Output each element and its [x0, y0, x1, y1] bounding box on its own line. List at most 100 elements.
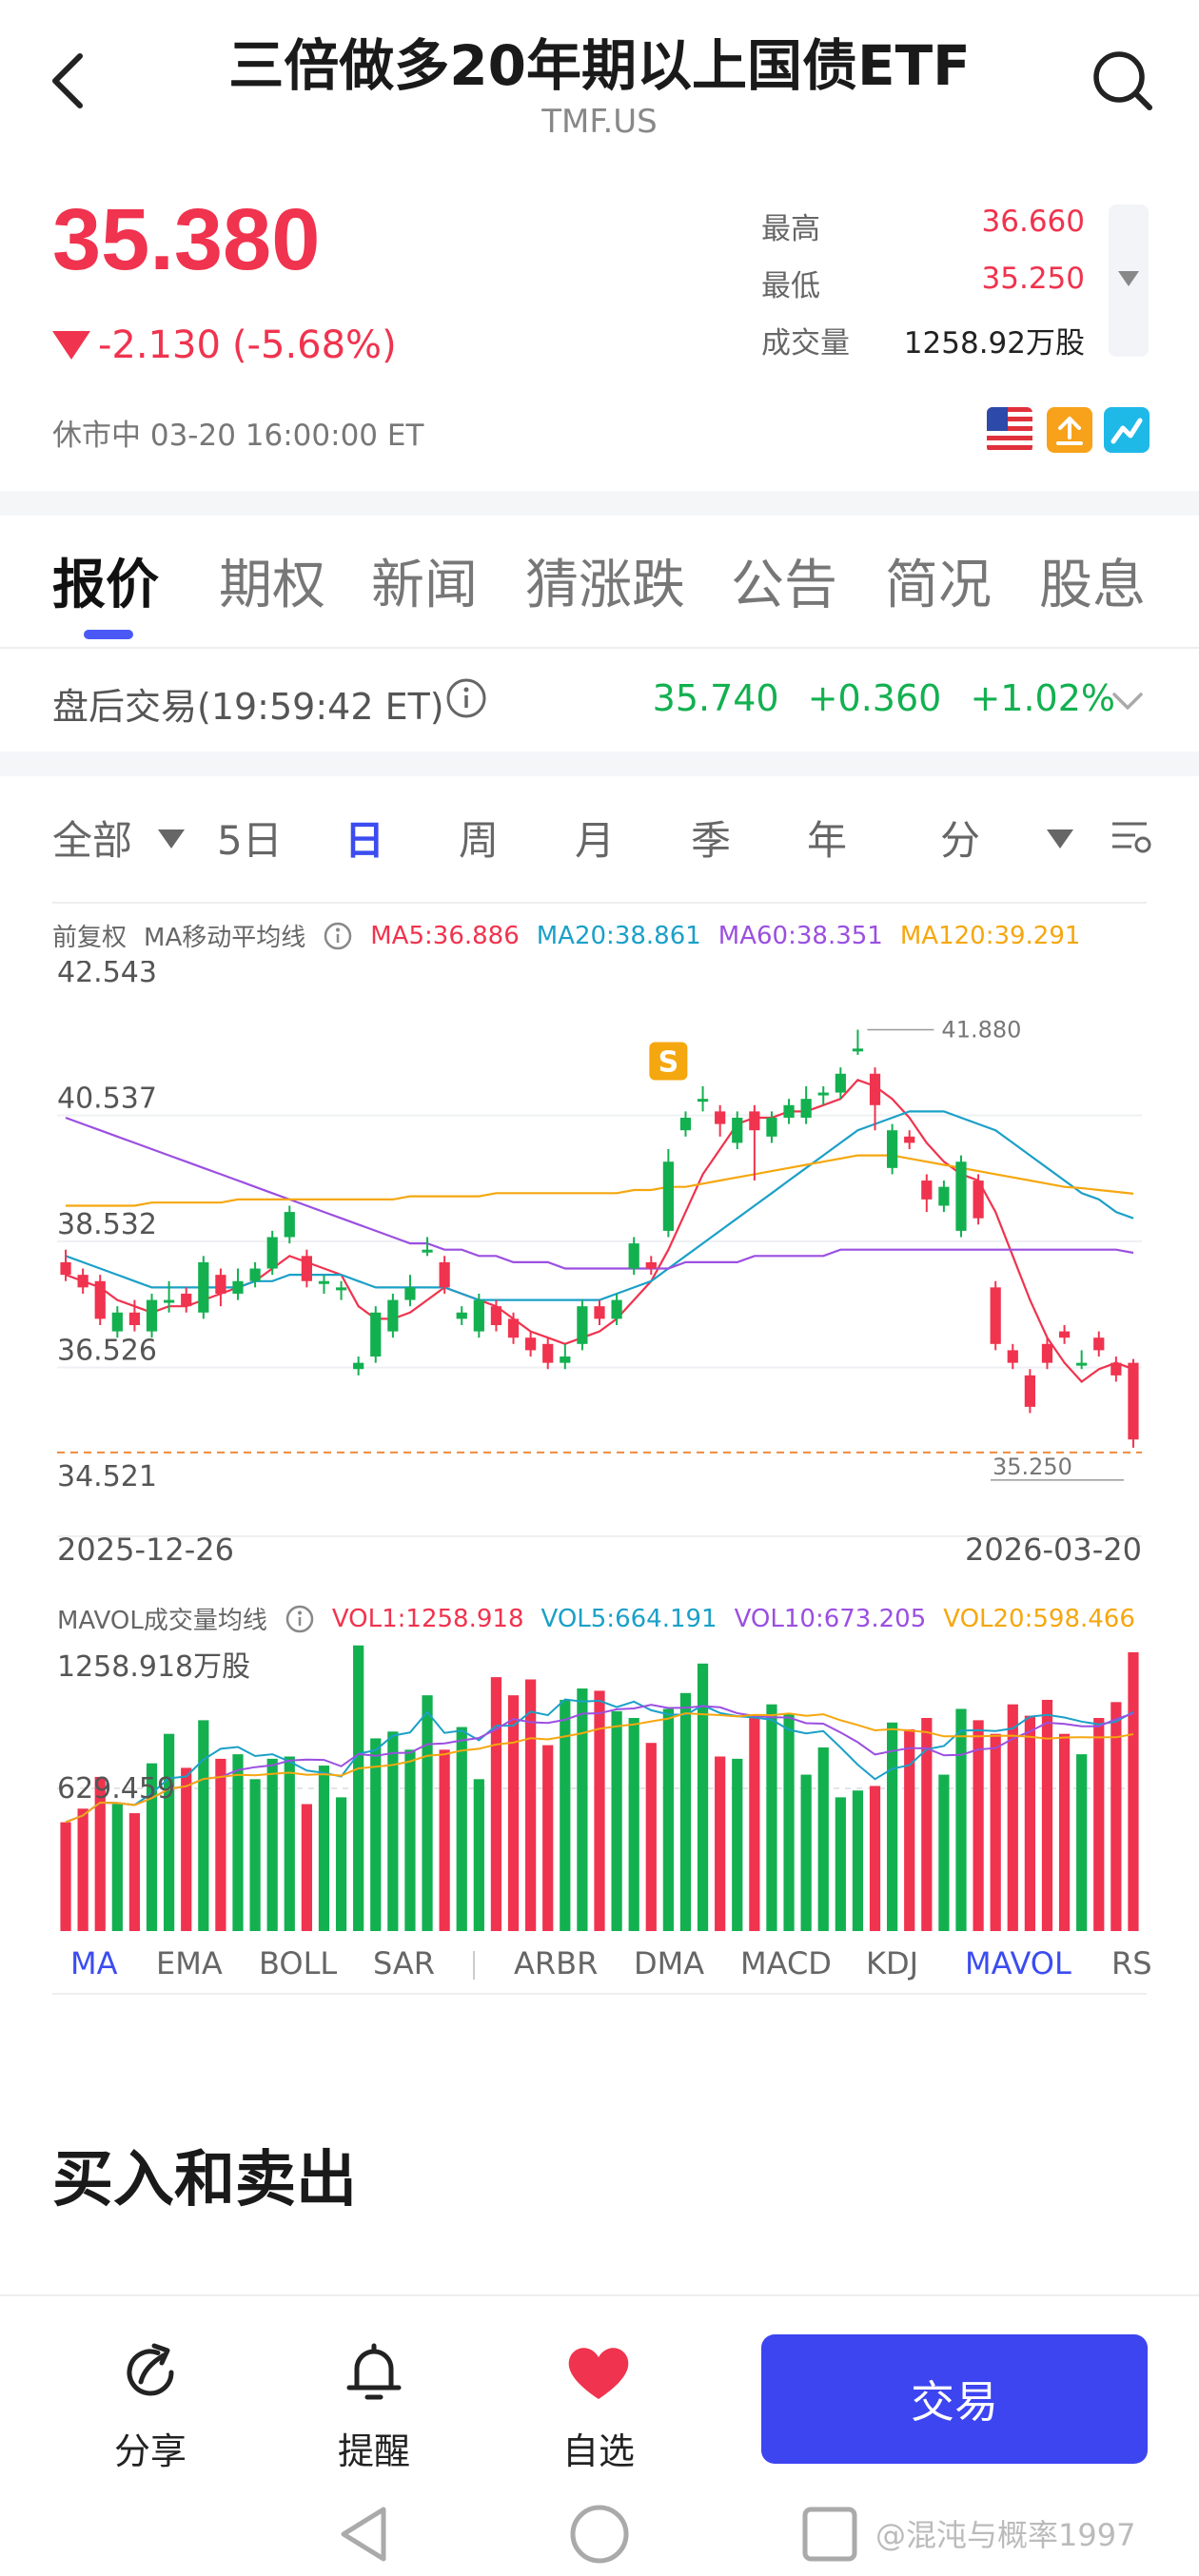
tab-news[interactable]: 新闻	[371, 555, 478, 616]
divider	[52, 1993, 1147, 1995]
after-hours-price: 35.740	[652, 677, 779, 719]
indicator-rs[interactable]: RS	[1111, 1945, 1152, 1981]
volume-bar	[387, 1731, 399, 1931]
stat-label: 最低	[761, 269, 820, 303]
x-axis-start-date: 2025-12-26	[57, 1532, 234, 1568]
after-hours-row[interactable]: 盘后交易(19:59:42 ET) 35.740 +0.360 +1.02%	[0, 666, 1199, 751]
vol10-value: VOL10:673.205	[734, 1604, 927, 1633]
ma-line-ma5	[65, 1079, 1134, 1383]
volume-bar	[164, 1733, 175, 1931]
candlestick-chart[interactable]: 42.543 40.537 38.532 36.526 34.521 41.880 35.2…	[0, 961, 1199, 1579]
upload-icon[interactable]	[1047, 407, 1092, 453]
trend-chart-icon[interactable]	[1104, 407, 1150, 453]
tab-options[interactable]: 期权	[219, 555, 325, 616]
candle-body	[301, 1256, 312, 1281]
volume-bar	[611, 1710, 622, 1931]
tab-dividends[interactable]: 股息	[1039, 555, 1146, 616]
trade-button[interactable]: 交易	[761, 2334, 1148, 2464]
price-change: -2.130 (-5.68%)	[52, 323, 397, 367]
indicator-boll[interactable]: BOLL	[259, 1945, 338, 1981]
candle-body	[628, 1243, 639, 1269]
indicator-macd[interactable]: MACD	[740, 1945, 832, 1981]
indicator-dma[interactable]: DMA	[634, 1945, 705, 1981]
volume-bar	[439, 1749, 450, 1931]
period-5d[interactable]: 5日	[217, 817, 283, 864]
candle-body	[456, 1312, 467, 1319]
candle-body	[938, 1186, 950, 1206]
candle-body	[525, 1337, 537, 1351]
indicator-arbr[interactable]: ARBR	[514, 1945, 599, 1981]
caret-down-icon[interactable]	[1047, 829, 1073, 849]
indicator-ema[interactable]: EMA	[156, 1945, 223, 1981]
volume-chart[interactable]: 1258.918万股 629.459	[0, 1636, 1199, 1941]
nav-home-icon[interactable]	[561, 2496, 638, 2572]
candle-body	[128, 1312, 141, 1326]
stat-value: 1258.92万股	[903, 326, 1085, 361]
caret-down-icon[interactable]	[158, 829, 185, 849]
after-hours-label: 盘后交易(19:59:42 ET)	[52, 686, 444, 728]
volume-bar	[525, 1679, 537, 1931]
volume-bar	[1128, 1651, 1139, 1931]
volume-bar	[94, 1776, 106, 1931]
ma20-value: MA20:38.861	[536, 921, 701, 950]
chevron-down-icon[interactable]	[1109, 687, 1147, 715]
candle-body	[1058, 1331, 1071, 1338]
period-minute[interactable]: 分	[940, 817, 981, 864]
s-marker-badge	[649, 1042, 688, 1081]
candle-body	[835, 1073, 846, 1093]
tab-announcements[interactable]: 公告	[731, 555, 837, 616]
candle-body	[1041, 1343, 1053, 1363]
candle-body	[146, 1299, 158, 1332]
tab-quote[interactable]: 报价	[52, 555, 159, 616]
back-arrow-icon[interactable]	[38, 43, 105, 119]
volume-bar	[697, 1663, 709, 1931]
tab-guess[interactable]: 猜涨跌	[525, 555, 685, 616]
candle-body	[1128, 1362, 1139, 1440]
alert-button[interactable]: 提醒	[298, 2334, 450, 2474]
info-icon[interactable]	[323, 921, 353, 951]
period-year[interactable]: 年	[807, 817, 848, 864]
candle-body	[611, 1299, 622, 1319]
nav-back-icon[interactable]	[328, 2496, 404, 2572]
indicator-kdj[interactable]: KDJ	[866, 1945, 919, 1981]
period-all[interactable]: 全部	[52, 817, 133, 864]
nav-recents-icon[interactable]	[792, 2496, 868, 2572]
ma-type-label[interactable]: MA移动平均线	[144, 924, 306, 952]
y-tick-label: 36.526	[57, 1335, 157, 1368]
volume-bar	[266, 1758, 278, 1931]
y-tick-label: 40.537	[57, 1083, 157, 1116]
tab-profile[interactable]: 简况	[885, 555, 992, 616]
volume-bar	[732, 1758, 743, 1931]
candle-body	[973, 1181, 984, 1219]
candle-body	[335, 1287, 347, 1291]
stat-label: 最高	[761, 212, 820, 246]
volume-type-label[interactable]: MAVOL成交量均线	[57, 1607, 267, 1635]
ma5-value: MA5:36.886	[370, 921, 520, 950]
candle-body	[473, 1299, 484, 1332]
expand-stats-button[interactable]	[1109, 205, 1149, 357]
candle-body	[869, 1073, 881, 1105]
indicator-ma[interactable]: MA	[70, 1945, 118, 1981]
period-quarter[interactable]: 季	[691, 817, 732, 864]
bell-icon	[336, 2334, 412, 2410]
watchlist-label: 自选	[561, 2430, 635, 2472]
vol1-value: VOL1:1258.918	[331, 1604, 524, 1633]
indicator-sar[interactable]: SAR	[373, 1945, 436, 1981]
info-icon[interactable]	[285, 1604, 315, 1634]
candle-body	[232, 1280, 244, 1294]
candle-body	[990, 1287, 1001, 1344]
period-week[interactable]: 周	[459, 817, 500, 864]
period-day[interactable]: 日	[344, 817, 385, 864]
adjustment-label[interactable]: 前复权	[52, 924, 128, 952]
x-axis-end-date: 2026-03-20	[965, 1532, 1142, 1568]
search-icon[interactable]	[1085, 43, 1161, 119]
candle-body	[422, 1249, 433, 1253]
chart-settings-icon[interactable]	[1109, 816, 1154, 858]
watchlist-button[interactable]: 自选	[522, 2334, 675, 2474]
period-month[interactable]: 月	[575, 817, 616, 864]
candle-body	[921, 1181, 933, 1200]
info-icon[interactable]	[445, 677, 487, 719]
share-button[interactable]: 分享	[74, 2334, 226, 2474]
stat-volume: 成交量 1258.92万股	[761, 319, 1085, 376]
indicator-mavol[interactable]: MAVOL	[965, 1945, 1071, 1981]
